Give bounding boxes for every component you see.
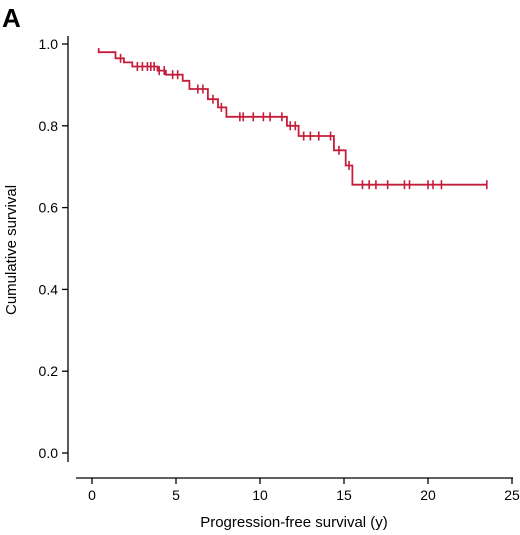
y-tick-label: 0.4 (39, 281, 59, 297)
y-axis-title: Cumulative survival (3, 185, 20, 315)
panel-label: A (2, 3, 21, 33)
plot-area: 0.0 0.2 0.4 0.6 0.8 1.0 0 5 10 15 20 25 (39, 36, 520, 503)
y-tick-label: 0.2 (39, 363, 59, 379)
y-tick-label: 0.8 (39, 118, 59, 134)
x-tick-label: 0 (88, 487, 96, 503)
y-tick-label: 0.0 (39, 445, 59, 461)
x-tick-label: 10 (252, 487, 268, 503)
y-tick-label: 0.6 (39, 200, 59, 216)
survival-step-line (97, 48, 487, 186)
x-tick-label: 15 (336, 487, 352, 503)
x-tick-label: 25 (504, 487, 520, 503)
x-tick-label: 5 (172, 487, 180, 503)
x-tick-label: 20 (420, 487, 436, 503)
y-tick-label: 1.0 (39, 36, 59, 52)
x-axis-title: Progression-free survival (y) (200, 514, 388, 531)
